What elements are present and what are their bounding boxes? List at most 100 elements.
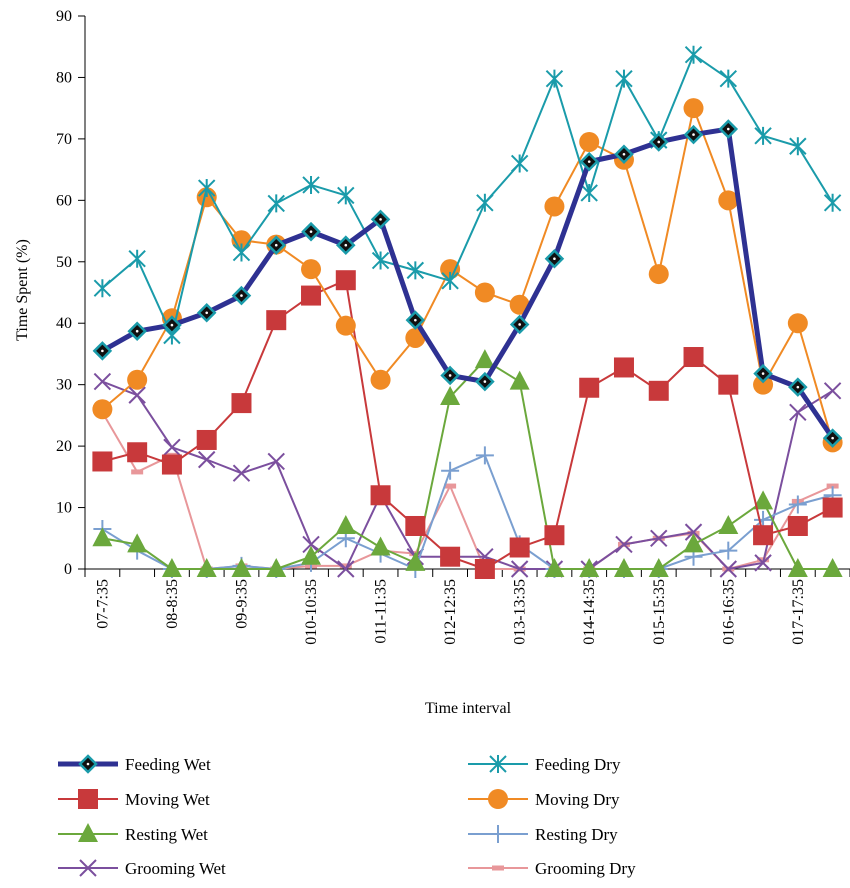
- series-feeding-wet: [92, 119, 843, 448]
- square-marker: [440, 546, 461, 567]
- asterisk-marker: [615, 69, 633, 88]
- resting-wet-point: [405, 551, 426, 571]
- grooming-dry-point: [131, 469, 144, 475]
- y-tick-label: 40: [56, 315, 72, 332]
- y-axis-title: Time Spent (%): [14, 239, 31, 341]
- x-tick-label: 010-10:35: [303, 579, 320, 645]
- legend-label: Resting Dry: [535, 825, 618, 844]
- square-marker: [161, 454, 182, 475]
- x-tick-label: 09-9:35: [233, 579, 250, 629]
- dash-marker: [826, 483, 839, 489]
- plus-marker: [489, 825, 507, 843]
- moving-wet-point: [544, 525, 565, 546]
- x-tick-label: 012-12:35: [442, 579, 459, 645]
- diamond-marker-dot: [761, 372, 765, 375]
- resting-wet-point: [161, 558, 182, 577]
- feeding-wet-point: [370, 209, 391, 230]
- square-marker: [335, 270, 356, 291]
- square-marker: [474, 559, 495, 579]
- feeding-wet-point: [718, 119, 739, 139]
- legend-swatch-marker: [78, 789, 98, 809]
- x-marker: [197, 450, 216, 469]
- moving-wet-point: [231, 393, 252, 414]
- feeding-wet-point: [405, 310, 426, 330]
- feeding-wet-point: [196, 303, 217, 323]
- diamond-marker-dot: [796, 385, 800, 389]
- moving-dry-point: [127, 369, 148, 390]
- y-tick-label: 30: [56, 377, 72, 394]
- grooming-wet-point: [615, 535, 633, 554]
- diamond-marker-dot: [309, 230, 313, 233]
- resting-wet-point: [231, 558, 252, 577]
- feeding-wet-point: [579, 151, 599, 172]
- circle-marker: [753, 374, 774, 395]
- legend-swatch-marker: [78, 823, 98, 842]
- diamond-marker-dot: [379, 218, 382, 221]
- feeding-wet-point: [509, 314, 530, 335]
- resting-wet-point: [718, 514, 739, 534]
- grooming-wet-point: [754, 554, 772, 572]
- feeding-dry-point: [267, 194, 285, 213]
- dash-marker: [492, 865, 504, 871]
- moving-dry-point: [753, 374, 774, 395]
- circle-marker: [648, 264, 669, 285]
- feeding-wet-point: [544, 248, 565, 269]
- series-moving-wet: [92, 270, 843, 579]
- square-marker: [196, 429, 217, 450]
- triangle-marker: [196, 558, 217, 577]
- feeding-wet-point: [231, 285, 252, 306]
- triangle-marker: [787, 558, 808, 577]
- grooming-wet-point: [302, 535, 320, 554]
- x-tick-label: 011-11:35: [373, 579, 390, 644]
- diamond-marker-dot: [518, 323, 521, 326]
- moving-wet-point: [474, 559, 495, 579]
- dash-marker: [339, 563, 352, 569]
- legend-label: Feeding Wet: [125, 755, 211, 774]
- asterisk-marker: [823, 193, 842, 212]
- moving-wet-point: [613, 357, 634, 378]
- asterisk-marker: [197, 179, 216, 198]
- grooming-wet-point: [197, 450, 216, 469]
- grooming-wet-point: [650, 529, 668, 547]
- square-marker: [718, 374, 739, 395]
- feeding-wet-point: [822, 428, 843, 448]
- x-tick-label: 014-14:35: [581, 579, 598, 645]
- diamond-marker-dot: [448, 374, 452, 377]
- feeding-wet-point: [336, 235, 356, 255]
- x-marker: [93, 372, 112, 391]
- legend-label: Moving Wet: [125, 790, 210, 809]
- feeding-dry-point: [406, 261, 425, 280]
- feeding-dry-point: [476, 193, 494, 212]
- grooming-wet-point: [719, 560, 738, 578]
- feeding-wet-point: [788, 377, 808, 397]
- triangle-marker: [231, 558, 252, 577]
- resting-dry-point: [441, 461, 460, 480]
- y-tick-label: 20: [56, 438, 72, 455]
- feeding-dry-point: [789, 137, 807, 156]
- grooming-wet-point: [267, 452, 285, 471]
- moving-dry-point: [683, 98, 704, 119]
- triangle-marker: [579, 558, 600, 577]
- plus-marker: [475, 446, 494, 465]
- moving-dry-point: [474, 282, 495, 303]
- triangle-marker: [266, 558, 287, 577]
- moving-dry-point: [92, 399, 113, 420]
- square-marker: [301, 285, 322, 306]
- y-tick-label: 10: [56, 500, 72, 517]
- moving-dry-point: [579, 131, 600, 152]
- y-tick-label: 60: [56, 192, 72, 209]
- feeding-wet-point: [301, 221, 321, 242]
- diamond-marker-dot: [240, 294, 243, 297]
- grooming-wet-point: [232, 464, 251, 482]
- resting-dry-line: [101, 454, 833, 570]
- moving-wet-point: [509, 537, 530, 558]
- asterisk-marker: [267, 194, 285, 213]
- resting-wet-point: [753, 490, 774, 510]
- x-tick-label: 07-7:35: [94, 579, 111, 629]
- grooming-wet-point: [789, 403, 807, 422]
- grooming-wet-line: [102, 380, 834, 570]
- legend-label: Grooming Dry: [535, 859, 636, 878]
- legend: Feeding Wet Moving Wet Resting Wet Grooming…: [58, 754, 636, 878]
- resting-dry-point: [719, 541, 738, 560]
- triangle-marker: [161, 558, 182, 577]
